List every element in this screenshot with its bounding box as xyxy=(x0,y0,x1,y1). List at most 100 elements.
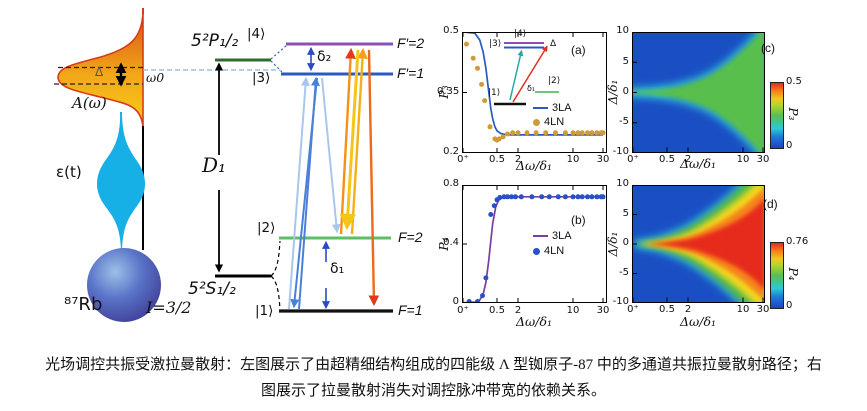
c-colorbar-min: 0 xyxy=(786,140,793,151)
a-inset-ket2: |2⟩ xyxy=(548,76,561,86)
a-ylabel: P₃ xyxy=(435,85,451,99)
d-xtick-2: 2 xyxy=(684,304,692,315)
b-ylabel: P₄ xyxy=(435,237,451,251)
c-ytick-4: -10 xyxy=(612,146,629,157)
a-legend-dot-swatch xyxy=(533,118,540,126)
d-ytick-0: 10 xyxy=(616,178,629,189)
caption-line-1: 光场调控共振受激拉曼散射：左图展示了由超精细结构组成的四能级 Λ 型铷原子-87… xyxy=(45,357,822,373)
plot-a xyxy=(462,32,607,153)
spectrum-label: A(ω) xyxy=(72,94,107,112)
c-colorbar-label: P₃ xyxy=(786,107,800,121)
a-ytick-1: 0.35 xyxy=(437,86,460,97)
a-ytick-2: 0.2 xyxy=(443,146,459,157)
c-xtick-2: 2 xyxy=(684,154,692,165)
b-xtick-3: 10 xyxy=(566,305,580,316)
a-legend-line-swatch xyxy=(533,106,548,110)
b-xtick-4: 30 xyxy=(596,305,610,316)
pulse-label: ε(t) xyxy=(56,163,82,181)
a-legend-3la-label: 3LA xyxy=(552,102,572,114)
a-legend-4ln-label: 4LN xyxy=(544,116,565,128)
b-xtick-1: 0.5 xyxy=(489,305,505,316)
detuning-label: Δ xyxy=(95,65,104,79)
d-xtick-1: 0.5 xyxy=(659,304,675,315)
c-ytick-1: 5 xyxy=(622,56,629,67)
fprime1-label: F′=1 xyxy=(397,65,425,81)
b-legend-dot-swatch xyxy=(533,247,540,255)
c-xtick-4: 30 xyxy=(756,154,770,165)
panel-b: 0.8 0.4 0 0⁺ 0.5 2 10 30 P₄ Δω/δ₁ (b) 3L… xyxy=(435,170,615,332)
heatmap-c xyxy=(632,32,765,153)
a-inset-ket3: |3⟩ xyxy=(489,39,502,49)
b-ytick-0: 0.8 xyxy=(443,178,459,189)
a-xtick-2: 2 xyxy=(514,154,522,165)
d-xtick-4: 30 xyxy=(756,304,770,315)
d1-label: D₁ xyxy=(200,153,229,177)
split-dashed-lower xyxy=(270,240,281,310)
b-legend-3la-label: 3LA xyxy=(552,230,572,242)
nuclear-spin-label: I=3/2 xyxy=(146,298,192,317)
d-colorbar-min: 0 xyxy=(786,300,793,311)
b-ytick-2: 0 xyxy=(452,296,459,307)
a-xlabel: Δω/δ₁ xyxy=(516,158,552,173)
pump-arrow-pale-up xyxy=(288,76,310,310)
delta1-label: δ₁ xyxy=(330,261,345,277)
panel-d: 10 5 0 -5 -10 0⁺ 0.5 2 10 30 Δ/δ₁ Δω/δ₁ … xyxy=(606,172,865,334)
a-inset-graphics xyxy=(494,42,559,106)
stokes-arrow-pale-down xyxy=(321,77,341,234)
level-diagram-graphics xyxy=(54,8,393,322)
level-diagram: A(ω) Δ ω0 ε(t) ⁸⁷Rb I=3/2 5²P₁/₂ 5²S₁/₂ … xyxy=(0,0,435,358)
c-xtick-3: 10 xyxy=(736,154,750,165)
b-legend-3la: 3LA xyxy=(533,230,572,242)
a-inset-diagram: |4⟩ |3⟩ Δ |1⟩ δ₁ |2⟩ xyxy=(488,30,580,110)
a-inset-ket1: |1⟩ xyxy=(488,88,501,98)
c-ytick-3: -5 xyxy=(619,116,629,127)
b-xtick-2: 2 xyxy=(514,305,522,316)
a-inset-delta1: δ₁ xyxy=(527,84,536,93)
c-xtick-0: 0⁺ xyxy=(627,154,639,165)
d-colorbar-label: P₄ xyxy=(786,267,800,281)
d-colorbar-max: 0.76 xyxy=(786,236,809,247)
d-tag: (d) xyxy=(763,197,778,211)
upper-term-label: 5²P₁/₂ xyxy=(191,31,239,51)
split-dotted-upper xyxy=(270,44,288,74)
plot-b xyxy=(462,185,607,303)
a-xtick-0: 0⁺ xyxy=(457,154,469,165)
heatmap-d xyxy=(632,185,765,303)
d-ytick-2: 0 xyxy=(622,237,629,248)
fprime2-label: F′=2 xyxy=(397,35,425,51)
spectrum-shape xyxy=(57,11,144,128)
ket4-label: |4⟩ xyxy=(247,26,266,42)
panel-c: 10 5 0 -5 -10 0⁺ 0.5 2 10 30 Δ/δ₁ Δω/δ₁ … xyxy=(606,8,865,172)
lower-term-label: 5²S₁/₂ xyxy=(188,279,236,299)
raman-arrows xyxy=(288,47,380,310)
d-ytick-4: -10 xyxy=(612,296,629,307)
c-xtick-1: 0.5 xyxy=(659,154,675,165)
c-colorbar-max: 0.5 xyxy=(786,76,802,87)
pulse-shape xyxy=(97,112,145,250)
a-xtick-1: 0.5 xyxy=(489,154,505,165)
c-ylabel: Δ/δ₁ xyxy=(606,79,620,105)
a-xtick-4: 30 xyxy=(596,154,610,165)
b-legend-4ln-label: 4LN xyxy=(544,245,565,257)
a-legend-4ln: 4LN xyxy=(533,116,564,128)
ket1-label: |1⟩ xyxy=(255,303,274,319)
a-tag: (a) xyxy=(571,43,586,57)
a-inset-delta: Δ xyxy=(550,39,557,49)
a-legend-3la: 3LA xyxy=(533,102,572,114)
ket3-label: |3⟩ xyxy=(252,70,271,86)
a-inset-ket4: |4⟩ xyxy=(514,29,527,39)
a-ytick-0: 0.5 xyxy=(443,25,459,36)
b-legend-4ln: 4LN xyxy=(533,245,564,257)
yellow-arrow-down xyxy=(339,49,360,231)
b-tag: (b) xyxy=(571,213,586,227)
yellow-arrow-up xyxy=(350,47,368,235)
d-ytick-3: -5 xyxy=(619,267,629,278)
f2-label: F=2 xyxy=(398,229,423,245)
d-ytick-1: 5 xyxy=(622,208,629,219)
orange-arrow-up xyxy=(339,47,356,235)
b-legend-line-swatch xyxy=(533,234,548,238)
c-ytick-0: 10 xyxy=(616,25,629,36)
f1-label: F=1 xyxy=(398,302,423,318)
b-xlabel: Δω/δ₁ xyxy=(516,314,552,329)
